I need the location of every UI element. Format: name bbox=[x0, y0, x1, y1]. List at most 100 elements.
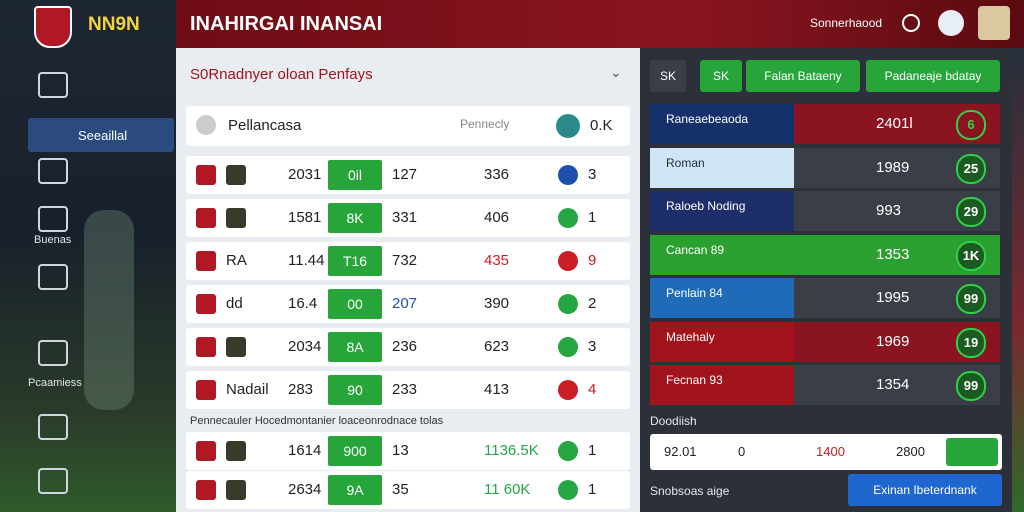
team-logo bbox=[226, 337, 246, 357]
status-icon bbox=[558, 165, 578, 185]
team-logo bbox=[226, 165, 246, 185]
panel-title: S0Rnadnyer oloan Penfays bbox=[190, 66, 373, 83]
app-title: INAHIRGAI INANSAI bbox=[190, 13, 383, 35]
player-value: 1995 bbox=[876, 289, 910, 306]
player-row[interactable]: Penlain 84 1995 99 bbox=[650, 278, 1000, 318]
player-label: Cancan 89 bbox=[650, 234, 794, 275]
stat: 336 bbox=[484, 166, 510, 183]
avatar[interactable] bbox=[938, 10, 964, 36]
table-row[interactable]: dd 16.4 00 207 390 2 bbox=[186, 285, 630, 323]
summary-value: 0.K bbox=[590, 117, 613, 134]
nav-icon[interactable] bbox=[38, 158, 68, 184]
tab[interactable]: SK bbox=[650, 60, 686, 92]
table-row[interactable]: 2034 8A 236 623 3 bbox=[186, 328, 630, 366]
status-icon bbox=[558, 441, 578, 461]
player-row[interactable]: Matehaly 1969 19 bbox=[650, 321, 1000, 362]
nav-icon[interactable] bbox=[38, 340, 68, 366]
team-logo bbox=[196, 165, 216, 185]
status-icon bbox=[558, 480, 578, 500]
stat: 11.44 bbox=[288, 252, 325, 269]
stat-box: 0il bbox=[328, 160, 382, 190]
stat: 13 bbox=[392, 442, 409, 459]
tab[interactable]: Falan Bataeny bbox=[746, 60, 860, 92]
player-badge: 25 bbox=[956, 153, 986, 184]
team-logo bbox=[196, 251, 216, 271]
player-label: Fecnan 93 bbox=[650, 365, 794, 405]
team-logo bbox=[226, 480, 246, 500]
background bbox=[1012, 48, 1024, 512]
stat: 2634 bbox=[288, 481, 322, 498]
team-name: Nadail bbox=[226, 381, 269, 398]
sidebar: NN9N Seeaillal Buenas Pcaamiess bbox=[0, 0, 176, 512]
footer-value: 1400 bbox=[816, 444, 845, 459]
logo-text: NN9N bbox=[88, 14, 140, 35]
confirm-button[interactable] bbox=[946, 438, 998, 466]
stat: 283 bbox=[288, 381, 314, 398]
avatar[interactable] bbox=[978, 6, 1010, 40]
player-value: 1354 bbox=[876, 376, 910, 393]
nav-label[interactable]: Seeaillal bbox=[78, 128, 128, 143]
icon bbox=[556, 114, 580, 138]
team-name: RA bbox=[226, 252, 247, 269]
user-label: Sonnerhaood bbox=[810, 16, 883, 30]
table-row[interactable]: 2031 0il 127 336 3 bbox=[186, 156, 630, 194]
player-row[interactable]: Cancan 89 1353 1K bbox=[650, 234, 1000, 275]
player-row[interactable]: Raloeb Noding 993 29 bbox=[650, 191, 1000, 231]
stat: 1614 bbox=[288, 442, 322, 459]
stat-box: 900 bbox=[328, 436, 382, 466]
table-row[interactable]: 1581 8K 331 406 1 bbox=[186, 199, 630, 237]
stat-box: 90 bbox=[328, 375, 382, 405]
player-badge: 6 bbox=[956, 110, 986, 140]
player-label: Matehaly bbox=[650, 321, 794, 362]
table-row[interactable]: RA 11.44 T16 732 435 9 bbox=[186, 242, 630, 280]
stat: 233 bbox=[392, 381, 418, 398]
stat: 413 bbox=[484, 381, 510, 398]
status-icon bbox=[558, 294, 578, 314]
footer-value: 0 bbox=[738, 444, 746, 459]
nav-icon[interactable] bbox=[38, 72, 68, 98]
player-value: 993 bbox=[876, 202, 902, 219]
summary-label: Pennecly bbox=[460, 117, 510, 131]
table-row[interactable]: 1614 900 13 1136.5K 1 bbox=[186, 432, 630, 470]
player-label: Raneaebeaoda bbox=[650, 104, 794, 144]
stat-box: 8A bbox=[328, 332, 382, 362]
stat: 331 bbox=[392, 209, 418, 226]
stat: 406 bbox=[484, 209, 510, 226]
table-row[interactable]: 2634 9A 35 11 60K 1 bbox=[186, 471, 630, 509]
player-row[interactable]: Fecnan 93 1354 99 bbox=[650, 365, 1000, 405]
section-label: Pennecauler Hocedmontanier loaceonrodnac… bbox=[190, 415, 444, 427]
stat: 435 bbox=[484, 252, 510, 269]
stat: 4 bbox=[588, 381, 597, 398]
stat: 9 bbox=[588, 252, 597, 269]
nav-icon[interactable] bbox=[38, 414, 68, 440]
player-label: Roman bbox=[650, 147, 794, 188]
player-badge: 1K bbox=[956, 240, 986, 271]
nav-label[interactable]: Pcaamiess bbox=[28, 377, 82, 389]
nav-icon[interactable] bbox=[38, 206, 68, 232]
icon[interactable] bbox=[902, 14, 920, 32]
action-button[interactable]: Exinan Ibeterdnank bbox=[848, 474, 1002, 506]
stat: 1 bbox=[588, 209, 597, 226]
nav-label[interactable]: Buenas bbox=[34, 234, 72, 246]
tab[interactable]: SK bbox=[700, 60, 742, 92]
nav-icon[interactable] bbox=[38, 468, 68, 494]
player-row[interactable]: Roman 1989 25 bbox=[650, 147, 1000, 188]
club-logo bbox=[34, 6, 72, 48]
stat: 390 bbox=[484, 295, 510, 312]
summary-name: Pellancasa bbox=[228, 117, 302, 134]
footer-value: 2800 bbox=[896, 444, 925, 459]
tab[interactable]: Padaneaje bdatay bbox=[866, 60, 1000, 92]
status-icon bbox=[558, 208, 578, 228]
stat: 207 bbox=[392, 295, 418, 312]
player-figure bbox=[84, 210, 134, 410]
nav-icon[interactable] bbox=[38, 264, 68, 290]
team-logo bbox=[196, 380, 216, 400]
stat: 3 bbox=[588, 338, 597, 355]
bottom-label: Snobsoas aige bbox=[650, 484, 730, 498]
stat: 2031 bbox=[288, 166, 322, 183]
nav-active[interactable] bbox=[28, 118, 174, 152]
chevron[interactable]: ⌄ bbox=[610, 64, 622, 80]
table-row[interactable]: Nadail 283 90 233 413 4 bbox=[186, 371, 630, 409]
player-row[interactable]: Raneaebeaoda 2401l 6 bbox=[650, 104, 1000, 144]
